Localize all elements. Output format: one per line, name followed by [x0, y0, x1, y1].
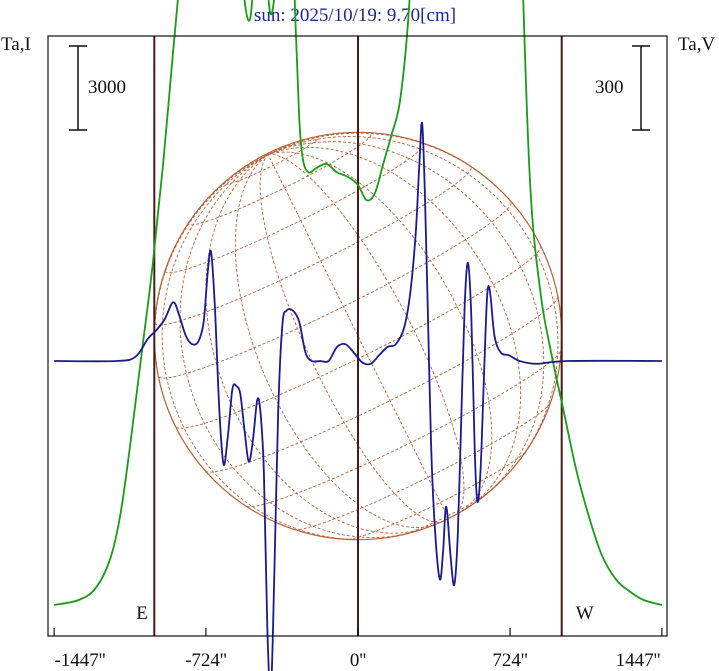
longitude-line: [267, 153, 465, 517]
latitude-line: [205, 296, 559, 473]
longitude-line: [179, 154, 415, 538]
longitude-line: [267, 136, 559, 469]
right-scale-bar: 300: [595, 45, 650, 131]
series-polarization-line: [54, 121, 662, 671]
left-axis-label: Ta,I: [1, 34, 31, 55]
right-scale-bar-label: 300: [595, 77, 624, 98]
latitude-line: [223, 136, 319, 185]
limb-marker-label: E: [136, 603, 148, 624]
x-axis: -1447'' -724'' 0'' 724'' 1447'': [53, 628, 663, 671]
longitude-line: [161, 154, 370, 541]
series-intensity-line: [53, 0, 663, 606]
longitude-line: [205, 154, 428, 534]
right-axis-label: Ta,V: [678, 34, 715, 55]
chart-title: sun: 2025/10/19: 9.70[cm]: [254, 5, 456, 26]
longitude-line: [267, 141, 545, 500]
solar-disk: [153, 131, 563, 541]
series-group: [53, 0, 663, 671]
x-tick-label: -724'': [185, 650, 227, 671]
longitude-line: [267, 154, 449, 519]
latitude-line: [348, 451, 526, 540]
longitude-line: [267, 132, 541, 246]
latitude-line: [154, 166, 472, 326]
longitude-line: [154, 154, 269, 427]
longitude-line: [259, 154, 444, 523]
left-scale-bar: 3000: [69, 45, 126, 131]
limb-marker-label: W: [576, 603, 594, 624]
longitude-line: [234, 154, 434, 529]
x-tick-label: 1447'': [616, 650, 661, 671]
longitude-line: [267, 151, 493, 512]
latitude-line: [188, 132, 372, 226]
left-scale-bar-label: 3000: [88, 77, 126, 98]
longitude-line: [267, 146, 522, 508]
x-tick-label: 0'': [350, 650, 366, 671]
latitude-line: [175, 246, 542, 429]
x-tick-label: 724'': [492, 650, 527, 671]
latitude-line: [158, 202, 512, 379]
x-tick-label: -1447'': [54, 650, 105, 671]
